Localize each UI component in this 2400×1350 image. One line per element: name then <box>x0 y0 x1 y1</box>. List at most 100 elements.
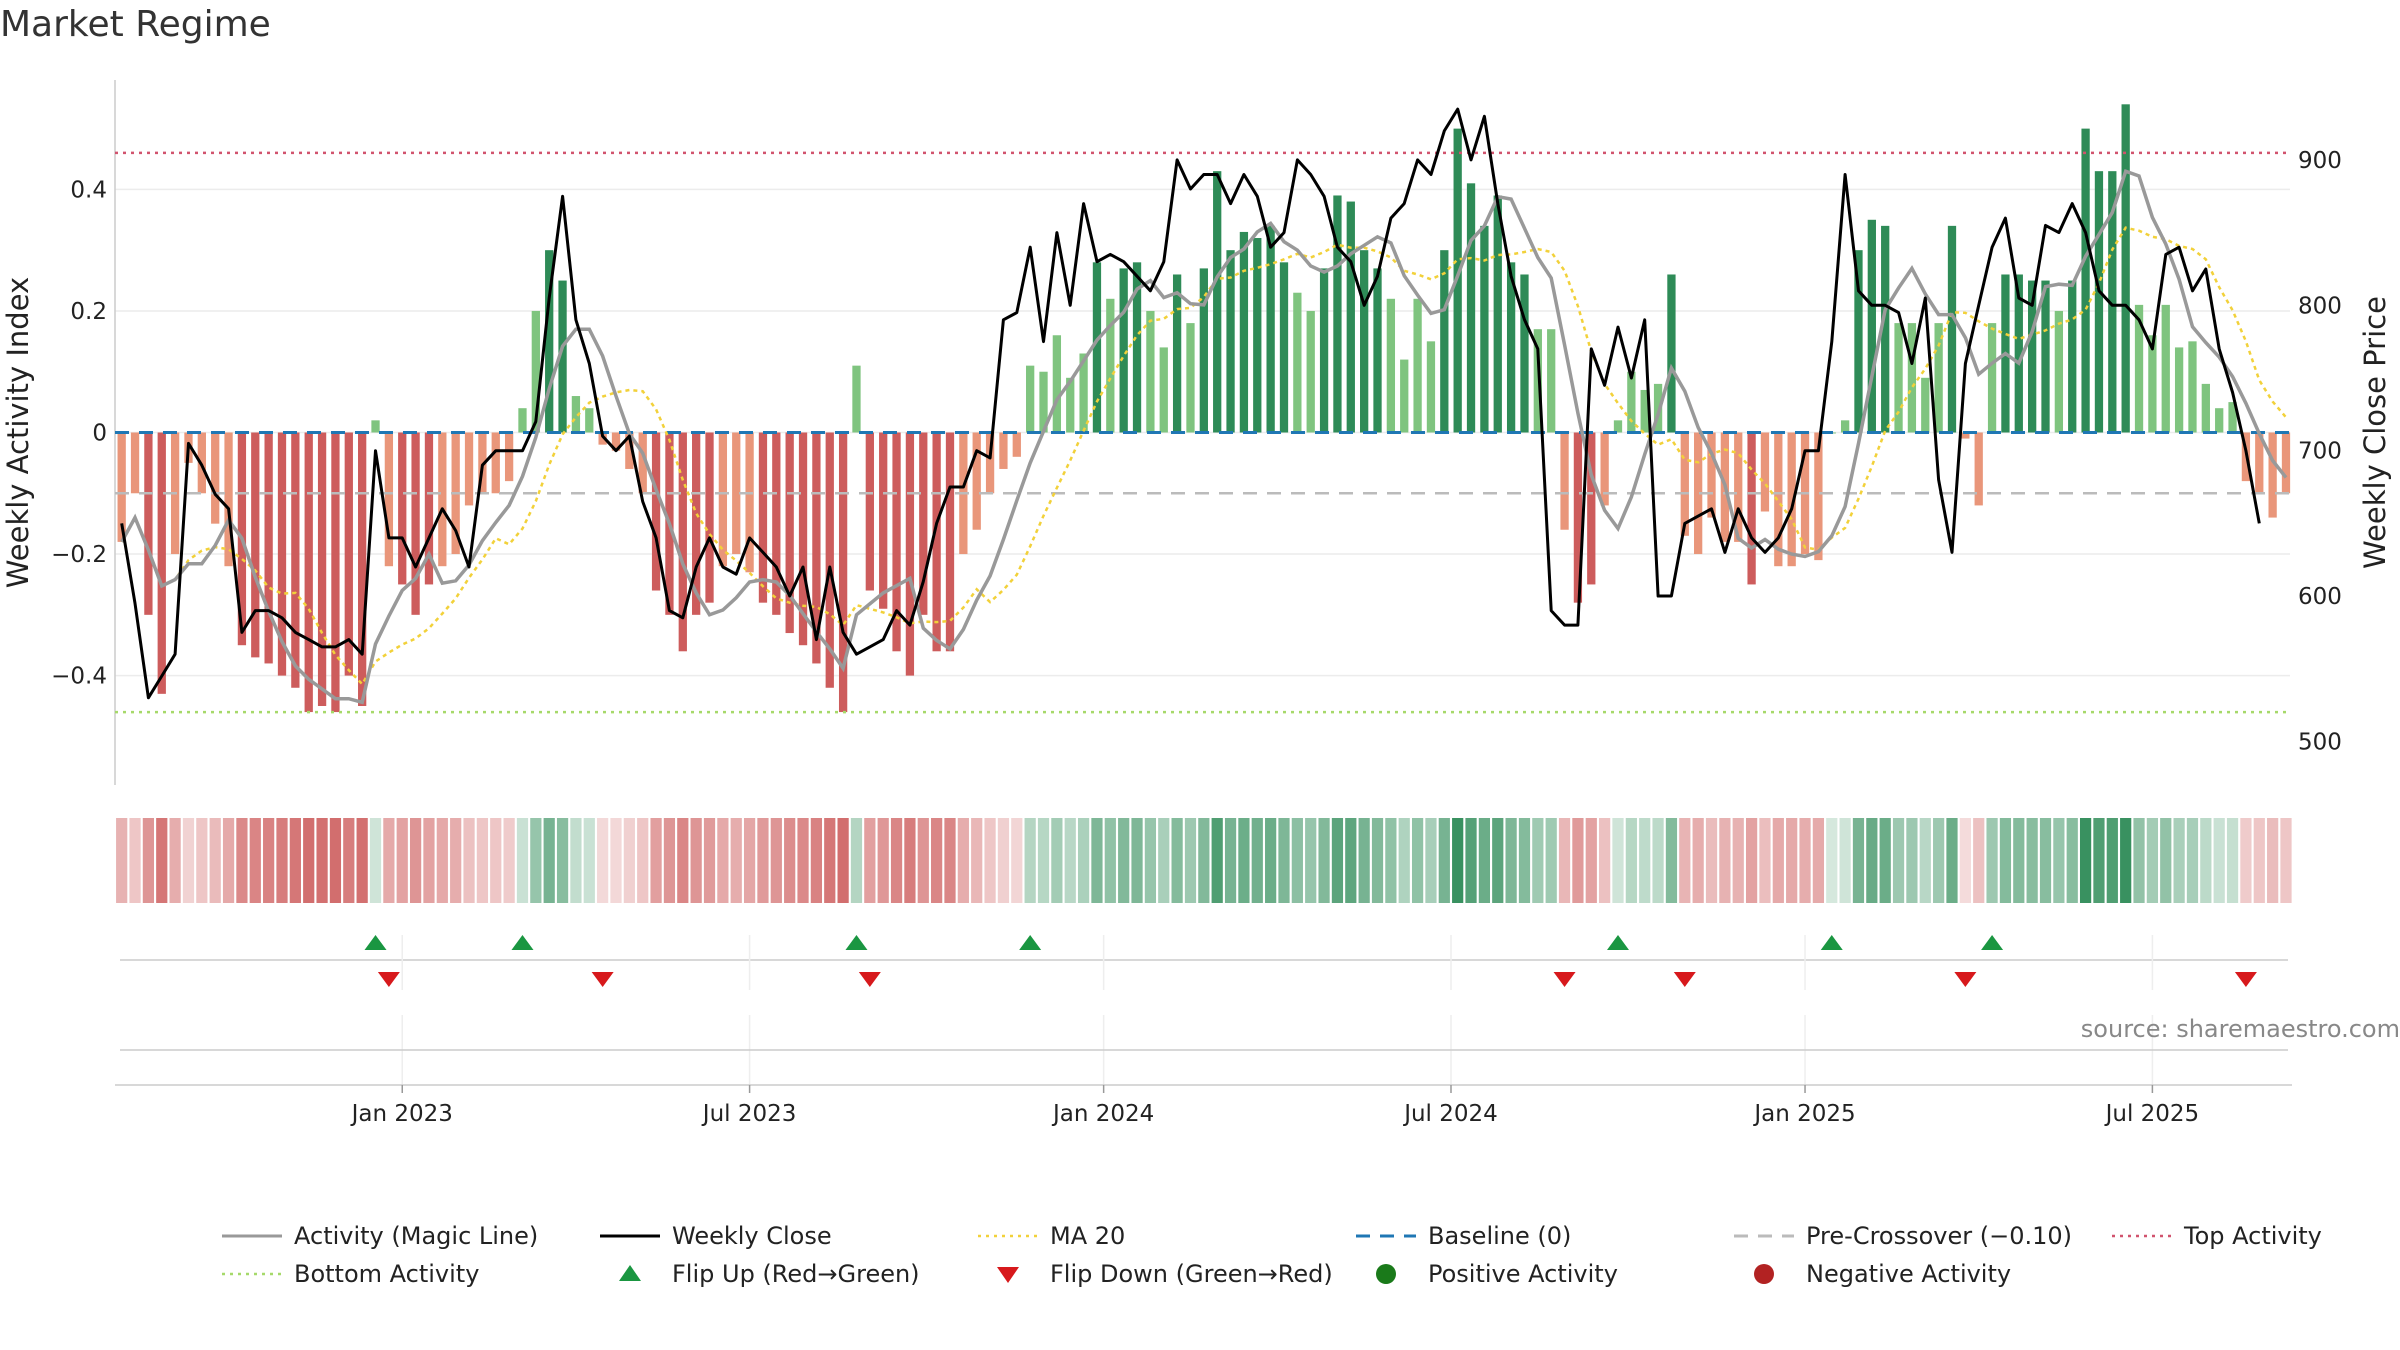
regime-cell <box>597 818 609 903</box>
activity-bar <box>1346 201 1355 433</box>
activity-bar <box>1213 171 1222 433</box>
regime-cell <box>1158 818 1170 903</box>
regime-cell <box>610 818 622 903</box>
regime-cell <box>1198 818 1210 903</box>
regime-cell <box>369 818 382 903</box>
x-tick-label: Jul 2024 <box>1402 1101 1498 1127</box>
flip-down-marker <box>377 972 400 987</box>
activity-bar <box>1506 262 1516 433</box>
legend-item: Positive Activity <box>1376 1260 1618 1288</box>
legend-label: MA 20 <box>1050 1222 1125 1250</box>
regime-cell <box>677 818 689 903</box>
flip-up-marker <box>1981 935 2004 950</box>
activity-bar <box>478 432 487 494</box>
activity-bar <box>1921 377 1930 433</box>
activity-bar <box>852 365 861 433</box>
activity-bar <box>504 432 514 482</box>
regime-cell <box>917 818 929 903</box>
legend-item: Flip Up (Red→Green) <box>619 1260 920 1288</box>
regime-cell <box>1291 818 1303 903</box>
regime-cell <box>490 818 502 903</box>
regime-cell <box>1866 818 1878 903</box>
regime-cell <box>116 818 128 903</box>
regime-cell <box>1999 818 2012 903</box>
activity-bar <box>304 432 313 713</box>
regime-cell <box>276 818 288 903</box>
activity-bar <box>2094 171 2104 433</box>
activity-bar <box>785 432 794 634</box>
activity-bar <box>331 432 340 713</box>
regime-cell <box>1665 818 1678 903</box>
regime-cell <box>2280 818 2292 903</box>
activity-bar <box>1026 365 1035 433</box>
legend-label: Top Activity <box>2183 1222 2322 1250</box>
flip-up-marker <box>1606 935 1629 950</box>
regime-cell <box>1131 818 1143 903</box>
regime-cell <box>1812 818 1825 903</box>
regime-cell <box>1118 818 1130 903</box>
activity-bar <box>879 432 888 609</box>
regime-cell <box>209 818 221 903</box>
regime-cell <box>2079 818 2092 903</box>
activity-bar <box>251 432 260 658</box>
activity-bar <box>772 432 781 615</box>
activity-bar <box>732 432 741 555</box>
activity-bar <box>2228 402 2237 433</box>
activity-bar <box>2081 128 2090 433</box>
regime-cell <box>2186 818 2199 903</box>
regime-cell <box>1091 818 1103 903</box>
regime-cell <box>1799 818 1811 903</box>
regime-cell <box>1492 818 1504 903</box>
regime-cell <box>2200 818 2212 903</box>
left-tick-label: 0.4 <box>70 177 107 203</box>
legend-item: Bottom Activity <box>222 1260 479 1288</box>
regime-cell <box>1585 818 1597 903</box>
regime-cell <box>1265 818 1277 903</box>
left-tick-label: 0 <box>92 421 107 447</box>
regime-cell <box>971 818 983 903</box>
flip-up-marker <box>1820 935 1843 950</box>
legend-label: Positive Activity <box>1428 1260 1618 1288</box>
regime-cell <box>1852 818 1865 903</box>
regime-cell <box>1986 818 1998 903</box>
activity-bar <box>157 432 166 694</box>
activity-bar <box>985 432 995 494</box>
activity-bar <box>651 432 661 591</box>
regime-cell <box>1745 818 1758 903</box>
regime-cell <box>904 818 916 903</box>
regime-cell <box>1171 818 1183 903</box>
activity-bar <box>1360 250 1369 433</box>
activity-bar <box>2215 408 2224 433</box>
activity-bar <box>491 432 500 494</box>
legend-dot-icon <box>1754 1264 1774 1284</box>
activity-bar <box>1627 371 1636 433</box>
regime-cell <box>530 818 542 903</box>
activity-bar <box>1480 225 1489 433</box>
regime-cell <box>2013 818 2025 903</box>
x-tick-label: Jan 2025 <box>1752 1101 1855 1127</box>
activity-bar <box>358 432 367 706</box>
regime-cell <box>2039 818 2052 903</box>
regime-cell <box>1024 818 1036 903</box>
activity-bar <box>919 432 928 615</box>
activity-bar <box>1079 353 1088 433</box>
magic-line <box>120 168 2288 705</box>
regime-cell <box>1919 818 1931 903</box>
activity-bar <box>638 432 647 494</box>
activity-bar <box>798 432 808 646</box>
regime-cell <box>2066 818 2078 903</box>
regime-cell <box>1879 818 1891 903</box>
regime-cell <box>2146 818 2159 903</box>
right-tick-label: 800 <box>2298 293 2342 319</box>
regime-cell <box>516 818 529 903</box>
legend-label: Weekly Close <box>672 1222 832 1250</box>
regime-cell <box>1679 818 1691 903</box>
activity-bar <box>1760 432 1770 512</box>
regime-cell <box>476 818 489 903</box>
right-axis-label: Weekly Close Price <box>2358 296 2392 569</box>
activity-bar <box>1734 432 1743 542</box>
regime-cell <box>2213 818 2225 903</box>
activity-bar <box>2268 432 2277 518</box>
activity-bar <box>277 432 287 676</box>
regime-cell <box>810 818 823 903</box>
